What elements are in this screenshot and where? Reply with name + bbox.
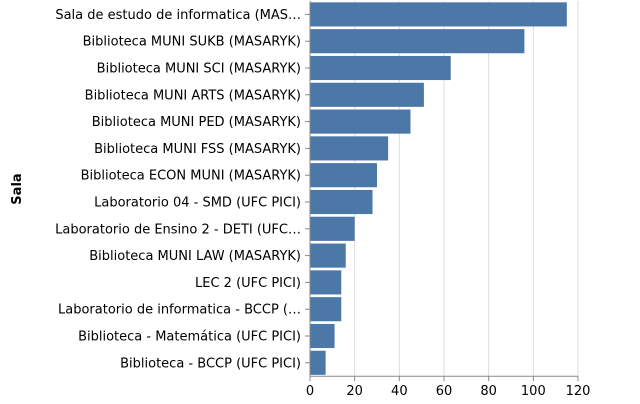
x-tick-label: 0 (306, 384, 314, 399)
y-tick-label: Laboratorio de informatica - BCCP (… (58, 303, 301, 318)
y-tick-label: Laboratorio de Ensino 2 - DETI (UFC… (55, 222, 301, 237)
y-tick-label: Biblioteca MUNI LAW (MASARYK) (89, 249, 301, 264)
bar-layer (310, 2, 567, 375)
y-tick-label: Biblioteca MUNI FSS (MASARYK) (94, 142, 301, 157)
bar (310, 2, 567, 27)
bar (310, 29, 525, 54)
bar (310, 297, 342, 322)
bar (310, 82, 424, 107)
bar (310, 216, 355, 241)
y-tick-label: Biblioteca - BCCP (UFC PICI) (120, 356, 301, 371)
y-axis-title: Sala (10, 173, 25, 204)
bar (310, 270, 342, 295)
bar (310, 55, 451, 81)
x-tick-label: 20 (346, 384, 363, 399)
x-tick-label: 60 (436, 384, 453, 399)
y-tick-label: Biblioteca MUNI ARTS (MASARYK) (85, 88, 301, 103)
y-tick-label: Laboratorio 04 - SMD (UFC PICI) (94, 196, 301, 211)
bar (310, 350, 326, 375)
x-tick-label: 80 (480, 384, 497, 399)
bar (310, 243, 346, 268)
x-tick-label: 100 (521, 384, 546, 399)
axis-layer: Sala de estudo de informatica (MAS… Bibli… (55, 1, 590, 399)
y-tick-label: Biblioteca MUNI SUKB (MASARYK) (83, 35, 301, 50)
bar (310, 189, 373, 215)
y-tick-label: Biblioteca MUNI PED (MASARYK) (92, 115, 301, 130)
x-tick-label: 120 (566, 384, 591, 399)
y-tick-label: LEC 2 (UFC PICI) (195, 276, 301, 291)
y-tick-label: Biblioteca - Matemática (UFC PICI) (78, 330, 301, 345)
bar (310, 323, 335, 349)
x-tick-label: 40 (391, 384, 408, 399)
bar (310, 163, 377, 188)
bar (310, 109, 411, 134)
y-tick-label: Biblioteca ECON MUNI (MASARYK) (81, 169, 301, 184)
bar (310, 136, 389, 161)
y-tick-label: Sala de estudo de informatica (MAS… (55, 8, 301, 23)
y-tick-label: Biblioteca MUNI SCI (MASARYK) (97, 62, 301, 77)
